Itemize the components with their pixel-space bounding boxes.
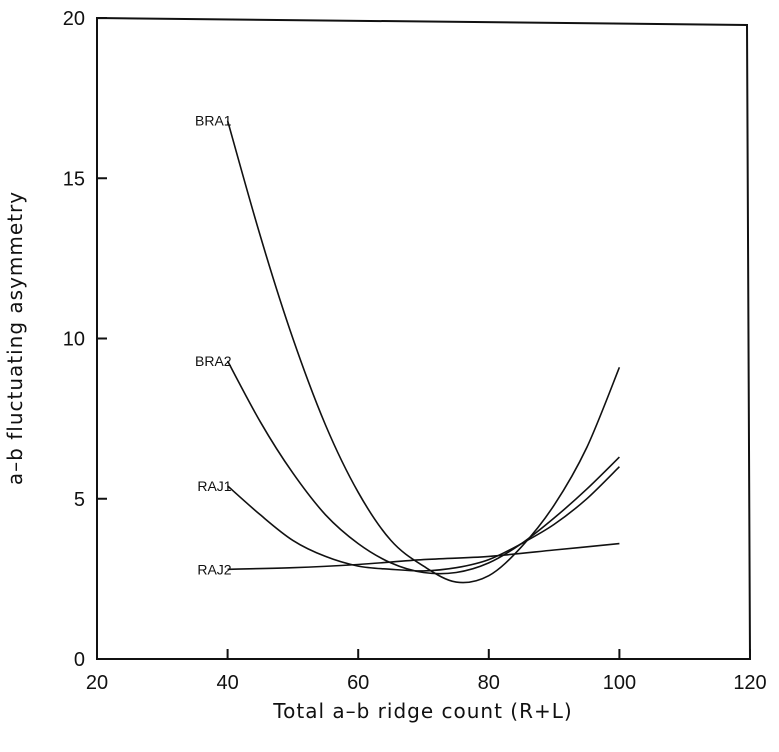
series-label-raj2: RAJ2 xyxy=(197,561,231,577)
x-axis-label: Total a–b ridge count (R+L) xyxy=(272,699,572,723)
y-tick-label-2: 10 xyxy=(63,329,85,351)
x-tick-label-2: 60 xyxy=(347,672,369,694)
series-line-raj1 xyxy=(227,466,620,572)
y-tick-label-0: 0 xyxy=(74,649,85,671)
series-label-bra2: BRA2 xyxy=(195,353,232,369)
y-tick-label-4: 20 xyxy=(63,8,85,30)
x-tick-label-4: 100 xyxy=(603,672,636,694)
series-line-bra2 xyxy=(226,360,620,575)
x-tick-label-3: 80 xyxy=(478,672,500,694)
series-label-bra1: BRA1 xyxy=(195,113,232,129)
series-lines xyxy=(226,120,621,584)
x-tick-label-5: 120 xyxy=(733,672,766,694)
axis-ticks: 20 40 60 80 100 120 0 5 10 15 20 xyxy=(63,8,767,694)
y-tick-label-3: 15 xyxy=(63,168,85,190)
y-tick-label-1: 5 xyxy=(74,489,85,511)
series-labels: BRA1 BRA2 RAJ1 RAJ2 xyxy=(195,113,232,578)
y-axis-label: a–b fluctuating asymmetry xyxy=(3,191,27,485)
series-label-raj1: RAJ1 xyxy=(197,478,231,494)
x-tick-label-1: 40 xyxy=(216,672,238,694)
series-line-raj2 xyxy=(227,542,620,571)
x-tick-label-0: 20 xyxy=(86,672,108,694)
